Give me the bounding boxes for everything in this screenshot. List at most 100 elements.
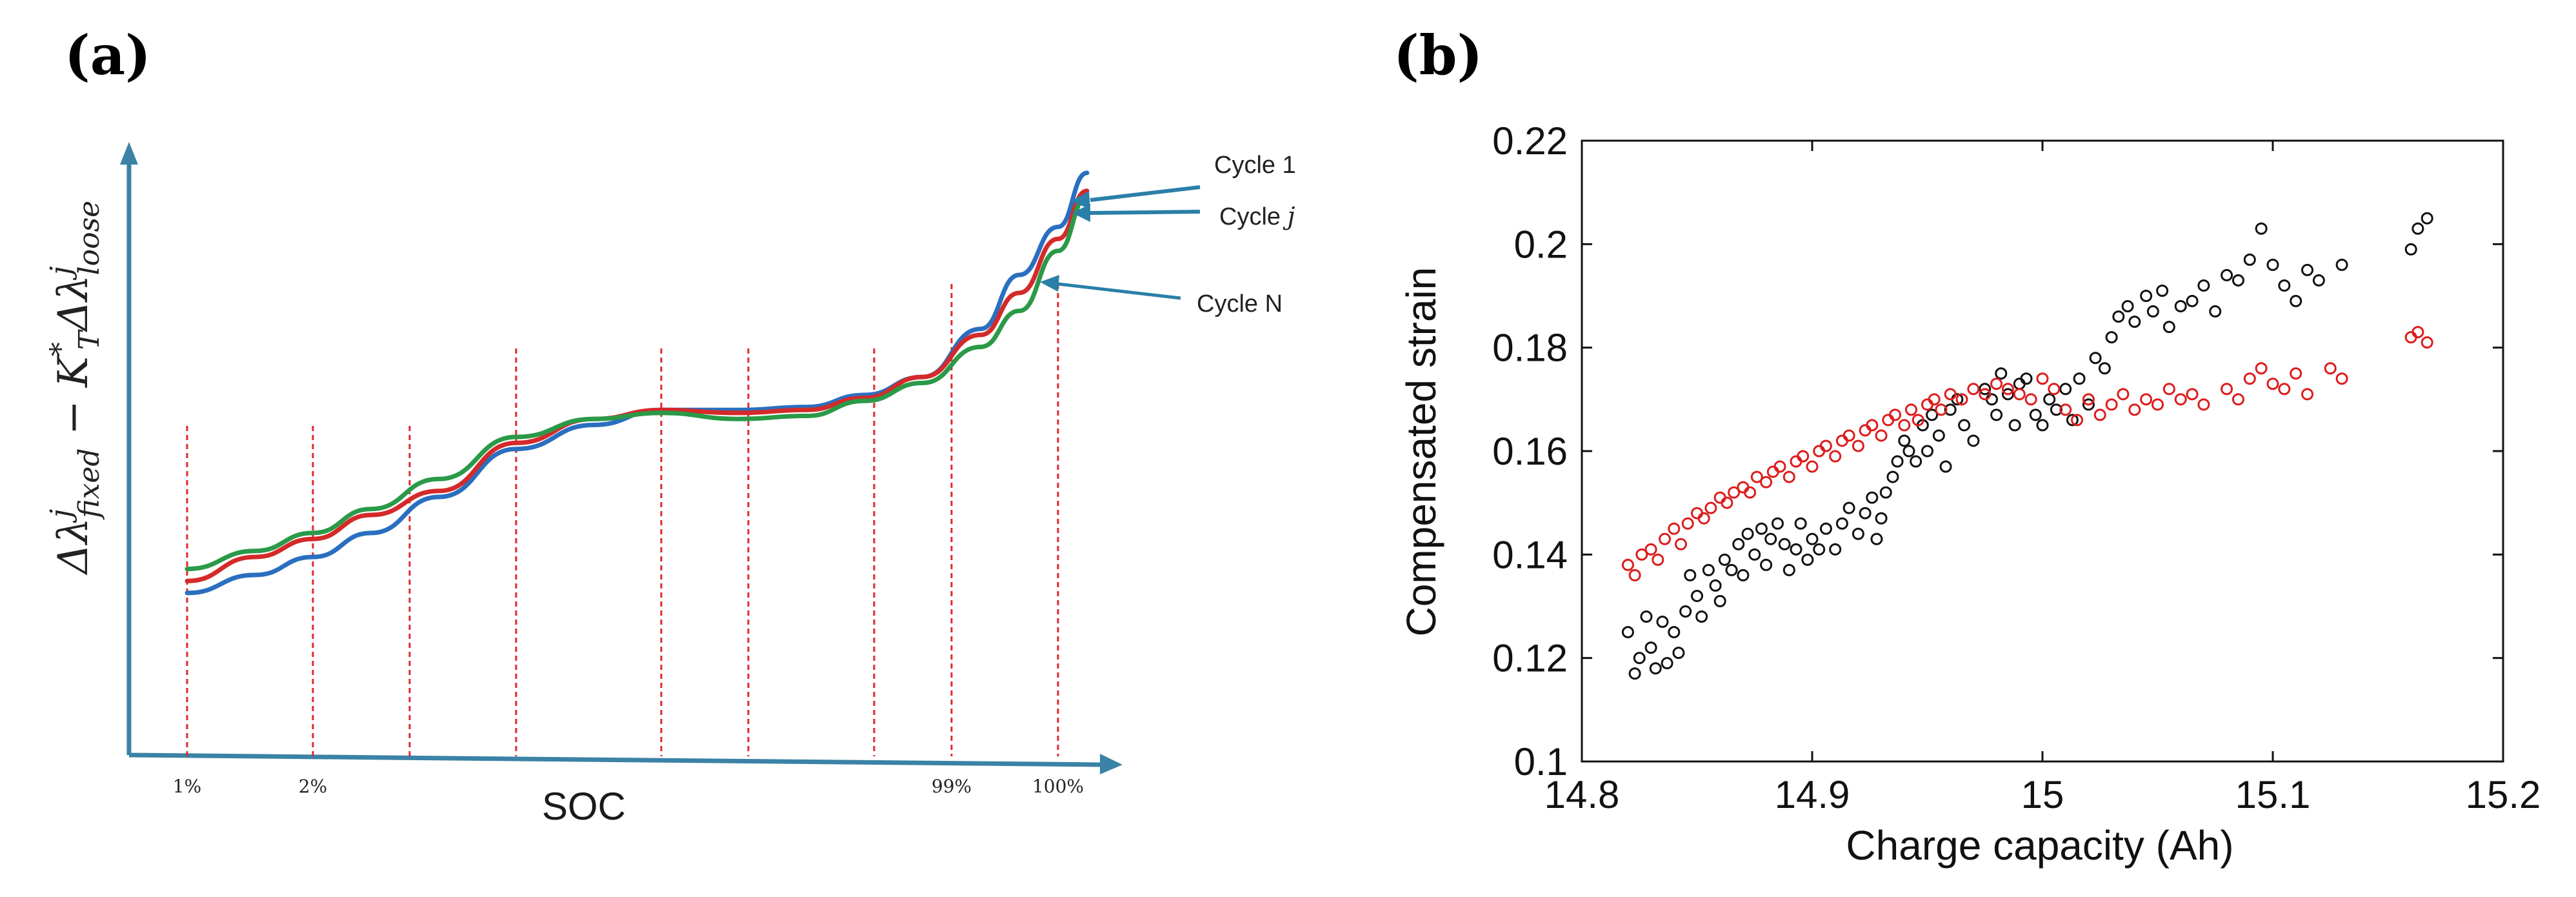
- scatter-point-red: [1750, 470, 1763, 483]
- scatter-point-black: [2162, 321, 2175, 334]
- scatter-point-black: [1990, 408, 2003, 421]
- scatter-point-black: [1866, 491, 1879, 504]
- ylabel-sub-loose: loose: [73, 201, 106, 276]
- scatter-point-red: [2024, 393, 2037, 406]
- scatter-point-black: [2255, 222, 2268, 235]
- ylabel-sup-star: *: [45, 342, 77, 356]
- scatter-point-red: [1766, 465, 1779, 478]
- scatter-point-black: [1702, 563, 1715, 576]
- cycle-n-label: Cycle N: [1197, 290, 1283, 317]
- scatter-point-red: [2255, 362, 2268, 375]
- scatter-point-black: [1737, 569, 1750, 581]
- scatter-point-black: [2029, 408, 2042, 421]
- arrowhead-cycle-j: [1072, 204, 1090, 222]
- scatter-point-black: [1794, 517, 1807, 530]
- scatter-point-black: [1979, 383, 1992, 396]
- scatter-point-red: [1866, 419, 1879, 432]
- arrow-cycle-j: [1090, 210, 1201, 215]
- scatter-point-black: [1886, 470, 1899, 483]
- scatter-point-black: [1902, 445, 1915, 458]
- scatter-point-black: [1778, 538, 1791, 550]
- cycle-1-label: Cycle 1: [1214, 152, 1296, 179]
- scatter-point-red: [2048, 383, 2061, 396]
- scatter-point-black: [2013, 378, 2026, 390]
- scatter-point-red: [1635, 548, 1648, 561]
- scatter-series-red: [1621, 326, 2433, 581]
- scatter-point-black: [2243, 253, 2256, 266]
- scatter-point-red: [2186, 388, 2199, 401]
- scatter-point-black: [1718, 553, 1731, 566]
- panel-a-y-axis-arrow: [120, 142, 138, 165]
- soc-tick-label: 100%: [1032, 776, 1084, 797]
- scatter-point-red: [1652, 553, 1664, 566]
- scatter-point-black: [2020, 372, 2033, 385]
- scatter-point-red: [1790, 455, 1802, 468]
- scatter-point-black: [2098, 362, 2111, 375]
- scatter-point-black: [2301, 263, 2314, 276]
- ylabel-minus-k: − K: [50, 354, 97, 448]
- scatter-point-red: [2324, 362, 2337, 375]
- scatter-point-red: [2001, 383, 2014, 396]
- scatter-point-red: [1875, 429, 1888, 442]
- y-tick-label: 0.18: [1492, 327, 1568, 370]
- scatter-point-red: [1882, 414, 1895, 427]
- cycle-j-label: Cycle j: [1219, 202, 1295, 230]
- arrowhead-cycle-n: [1040, 275, 1059, 292]
- scatter-point-red: [1813, 445, 1826, 458]
- ylabel-sub-fixed: fixed: [73, 448, 106, 519]
- scatter-point-black: [2278, 279, 2291, 292]
- panel-b-points: [1621, 212, 2433, 680]
- y-tick-label: 0.2: [1514, 223, 1568, 266]
- annotation-cycle-n: Cycle N: [1040, 275, 1283, 317]
- scatter-point-black: [2421, 212, 2433, 225]
- scatter-point-black: [2140, 290, 2153, 302]
- scatter-point-black: [1661, 657, 1673, 670]
- panel-a: (a) Δλjfixed − K*TΔλjloose 1% 2% 99% 100% S…: [45, 23, 1296, 828]
- scatter-point-black: [2112, 310, 2125, 323]
- scatter-point-red: [2140, 393, 2153, 406]
- scatter-point-red: [1979, 388, 1992, 401]
- y-tick-label: 0.16: [1492, 430, 1568, 473]
- scatter-point-black: [1870, 532, 1883, 545]
- scatter-point-black: [1748, 548, 1761, 561]
- scatter-point-black: [2105, 331, 2118, 344]
- scatter-point-black: [2156, 284, 2169, 297]
- scatter-series-black: [1621, 212, 2433, 680]
- scatter-point-red: [1760, 476, 1773, 489]
- panel-b-ticks: 14.8 14.9 15 15.1 15.2 0.1 0.12 0.14 0.16 0.18 0.2…: [1492, 119, 2541, 816]
- scatter-point-red: [2036, 372, 2049, 385]
- scatter-point-red: [1905, 403, 1918, 416]
- scatter-point-black: [2290, 295, 2302, 308]
- scatter-point-black: [2232, 274, 2244, 287]
- scatter-point-black: [1875, 512, 1888, 525]
- scatter-point-black: [2209, 305, 2222, 318]
- scatter-point-black: [2404, 243, 2417, 256]
- scatter-point-red: [1859, 424, 1872, 437]
- scatter-point-red: [1681, 517, 1694, 530]
- scatter-point-black: [1879, 486, 1892, 499]
- panel-a-x-axis-label: SOC: [542, 785, 626, 828]
- scatter-point-red: [1691, 507, 1703, 519]
- scatter-point-black: [1656, 616, 1669, 629]
- scatter-point-black: [1679, 605, 1692, 618]
- scatter-point-red: [2266, 378, 2279, 390]
- scatter-point-black: [1891, 455, 1904, 468]
- ylabel-sub-t: T: [73, 328, 106, 350]
- scatter-point-red: [1721, 496, 1733, 509]
- scatter-point-red: [1889, 408, 1902, 421]
- arrow-cycle-1: [1090, 185, 1201, 202]
- scatter-point-red: [2197, 398, 2210, 411]
- scatter-point-black: [1764, 532, 1777, 545]
- panel-a-y-axis-label: Δλjfixed − K*TΔλjloose: [45, 201, 106, 576]
- scatter-point-black: [2186, 295, 2199, 308]
- scatter-point-red: [2071, 414, 2084, 427]
- scatter-point-black: [1910, 455, 1922, 468]
- scatter-point-red: [1797, 450, 1810, 463]
- scatter-point-red: [1659, 532, 1672, 545]
- scatter-point-red: [1728, 486, 1741, 499]
- scatter-point-black: [1939, 460, 1952, 473]
- scatter-point-red: [1737, 481, 1750, 494]
- scatter-point-black: [1985, 393, 1998, 406]
- ylabel-delta-lambda-1: Δλ: [50, 518, 97, 576]
- scatter-point-black: [2335, 258, 2348, 271]
